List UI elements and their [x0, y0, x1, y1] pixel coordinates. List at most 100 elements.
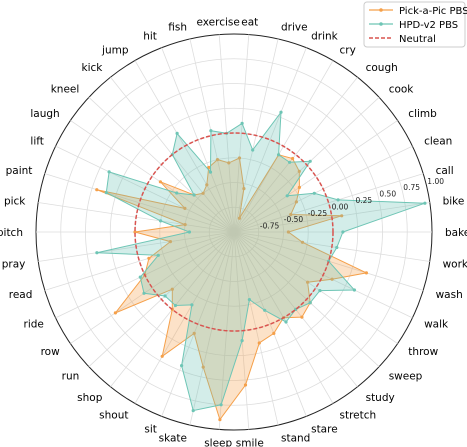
- category-label-laugh: laugh: [30, 108, 59, 120]
- point-pick-a-pic-pbs-throw: [306, 280, 310, 284]
- point-pick-a-pic-pbs-run: [170, 287, 174, 291]
- radar-spoke: [189, 38, 235, 233]
- point-hpd-v2-pbs-cook: [308, 159, 312, 163]
- legend-label-hpd-v2: HPD-v2 PBS: [399, 20, 458, 31]
- category-label-pitch: pitch: [0, 227, 23, 239]
- point-pick-a-pic-pbs-exercise: [227, 161, 231, 165]
- point-hpd-v2-pbs-run: [163, 294, 167, 298]
- category-label-study: study: [366, 392, 395, 404]
- point-hpd-v2-pbs-shop: [173, 303, 177, 308]
- point-pick-a-pic-pbs-pick: [183, 223, 187, 227]
- category-label-hit: hit: [143, 31, 157, 43]
- point-hpd-v2-pbs-walk: [352, 288, 356, 292]
- point-hpd-v2-pbs-shout: [190, 303, 194, 307]
- point-pick-a-pic-pbs-pray: [168, 240, 172, 244]
- point-pick-a-pic-pbs-drink: [237, 216, 241, 220]
- category-label-run: run: [62, 371, 80, 383]
- category-label-work: work: [443, 258, 467, 270]
- point-pick-a-pic-pbs-skate: [201, 365, 205, 369]
- point-hpd-v2-pbs-jump: [175, 131, 179, 135]
- point-hpd-v2-pbs-sweep: [308, 301, 312, 305]
- category-label-drive: drive: [281, 21, 308, 33]
- category-label-kneel: kneel: [51, 84, 80, 96]
- series-hpd-v2-pbs: [95, 110, 427, 413]
- point-hpd-v2-pbs-read: [156, 253, 160, 257]
- category-label-kick: kick: [82, 62, 104, 74]
- category-label-sweep: sweep: [389, 371, 423, 383]
- radial-tick-label: 0.50: [379, 190, 396, 199]
- category-label-lift: lift: [30, 136, 43, 148]
- point-hpd-v2-pbs-call: [336, 198, 340, 202]
- point-hpd-v2-pbs-kneel: [192, 193, 196, 197]
- radial-tick-label: -0.25: [308, 209, 328, 218]
- category-label-pray: pray: [2, 258, 26, 270]
- point-pick-a-pic-pbs-bike: [340, 214, 344, 218]
- category-label-stare: stare: [311, 423, 338, 435]
- radial-tick-label: 1.00: [427, 177, 444, 186]
- category-label-bike: bike: [443, 196, 465, 208]
- point-pick-a-pic-pbs-sleep: [218, 418, 222, 422]
- category-label-smile: smile: [236, 437, 264, 447]
- category-label-clean: clean: [424, 136, 452, 148]
- point-hpd-v2-pbs-laugh: [175, 191, 179, 195]
- point-pick-a-pic-pbs-study: [300, 315, 304, 319]
- legend-entry-hpd-v2: HPD-v2 PBS: [369, 20, 458, 31]
- legend-marker-hpd-v2: [379, 22, 383, 26]
- category-label-cry: cry: [340, 44, 356, 56]
- point-pick-a-pic-pbs-call: [289, 212, 293, 217]
- category-label-stand: stand: [281, 433, 310, 445]
- category-label-shout: shout: [99, 410, 128, 422]
- category-label-wash: wash: [436, 289, 463, 301]
- point-pick-a-pic-pbs-hit: [207, 165, 211, 170]
- point-pick-a-pic-pbs-walk: [330, 277, 334, 281]
- point-hpd-v2-pbs-drink: [279, 110, 283, 114]
- category-label-sleep: sleep: [204, 437, 232, 447]
- radar-spoke: [134, 60, 235, 233]
- legend-label-neutral: Neutral: [399, 34, 436, 45]
- series-area-hpd-v2-pbs: [96, 112, 425, 411]
- point-pick-a-pic-pbs-work: [300, 240, 305, 244]
- point-pick-a-pic-pbs-pitch: [133, 230, 137, 234]
- radial-tick-label: 0.00: [332, 202, 349, 211]
- category-label-cook: cook: [389, 84, 415, 96]
- point-hpd-v2-pbs-sit: [180, 364, 184, 368]
- radial-tick-label: -0.75: [260, 222, 280, 231]
- radar-spoke: [233, 231, 307, 417]
- point-hpd-v2-pbs-pray: [95, 251, 99, 255]
- radial-tick-labels: -0.75 -0.50 -0.25 0.00 0.25 0.50 0.75 1.00: [260, 177, 444, 231]
- category-label-call: call: [436, 165, 454, 177]
- legend-marker-pick-a-pic: [379, 8, 383, 12]
- point-hpd-v2-pbs-paint: [104, 191, 108, 195]
- point-hpd-v2-pbs-throw: [318, 289, 322, 293]
- point-hpd-v2-pbs-pick: [159, 219, 163, 223]
- point-pick-a-pic-pbs-eat: [237, 156, 242, 160]
- point-hpd-v2-pbs-climb: [285, 194, 289, 198]
- category-label-sit: sit: [144, 423, 157, 435]
- point-hpd-v2-pbs-stretch: [284, 320, 288, 324]
- legend-frame: [363, 1, 466, 48]
- category-label-bake: bake: [445, 227, 467, 239]
- point-pick-a-pic-pbs-kick: [201, 191, 205, 195]
- point-pick-a-pic-pbs-cook: [297, 169, 301, 173]
- category-label-fish: fish: [168, 21, 187, 33]
- point-hpd-v2-pbs-hit: [208, 170, 213, 174]
- point-pick-a-pic-pbs-read: [147, 256, 151, 260]
- category-label-cough: cough: [366, 62, 398, 74]
- point-pick-a-pic-pbs-row: [113, 311, 117, 315]
- point-hpd-v2-pbs-eat: [240, 121, 244, 125]
- point-hpd-v2-pbs-skate: [191, 409, 195, 413]
- radar-spoke: [233, 47, 307, 233]
- radar-spoke: [44, 231, 235, 291]
- point-pick-a-pic-pbs-clean: [294, 200, 298, 204]
- point-hpd-v2-pbs-pitch: [187, 230, 191, 234]
- point-pick-a-pic-pbs-jump: [205, 183, 209, 187]
- point-hpd-v2-pbs-clean: [312, 191, 316, 195]
- category-label-read: read: [9, 289, 33, 301]
- point-pick-a-pic-pbs-stare: [272, 331, 276, 335]
- radar-spoke: [233, 76, 358, 233]
- category-label-throw: throw: [408, 346, 438, 358]
- radar-series: [95, 110, 427, 422]
- radial-tick-label: 0.75: [403, 183, 420, 192]
- point-hpd-v2-pbs-stand: [247, 298, 251, 302]
